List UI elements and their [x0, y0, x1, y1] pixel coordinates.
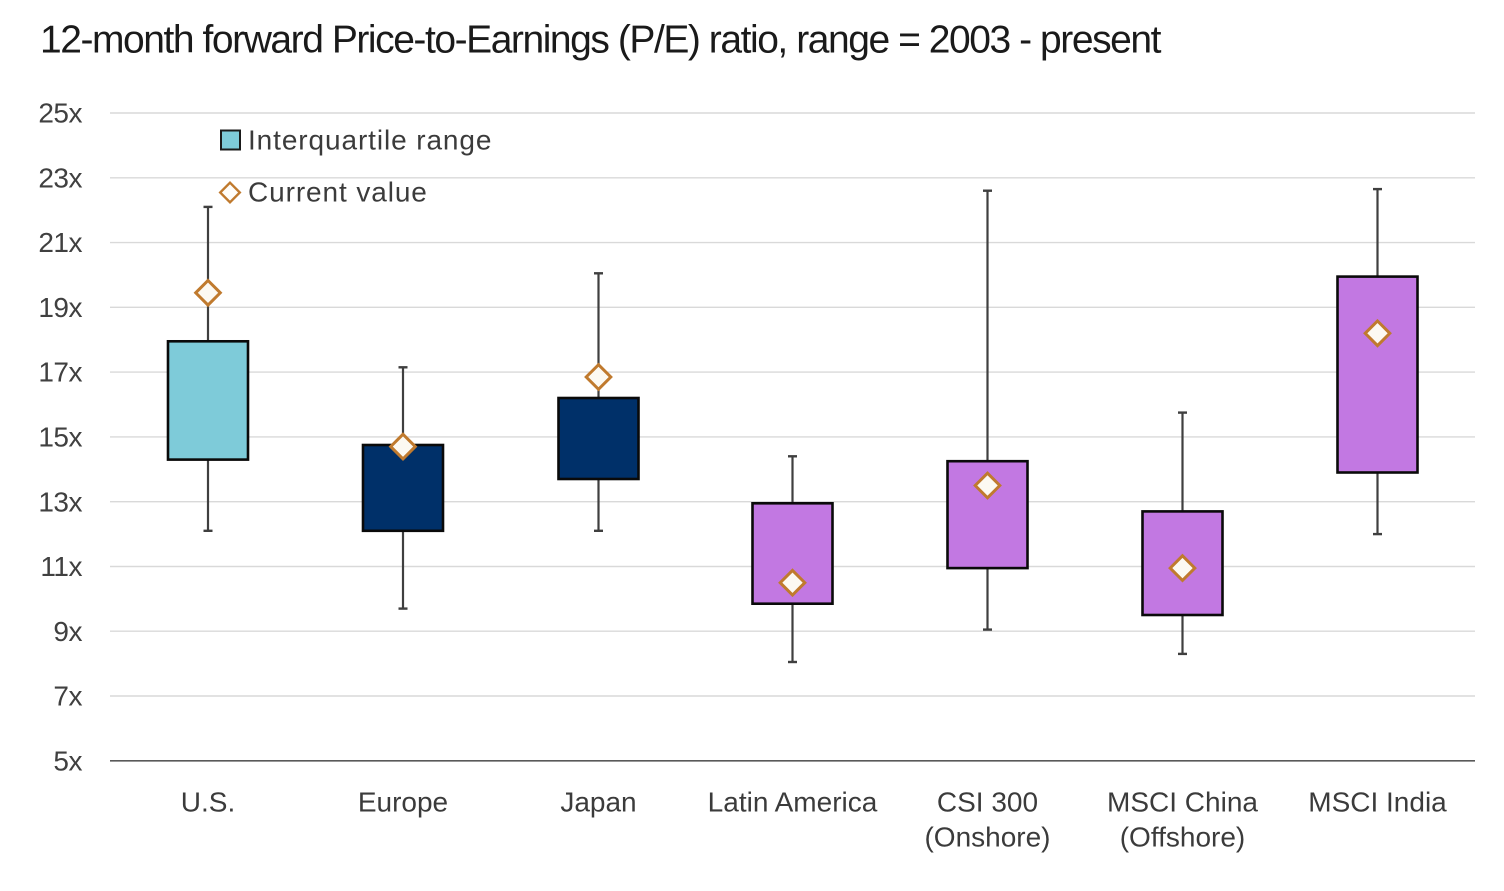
svg-text:21x: 21x: [38, 227, 82, 258]
svg-text:17x: 17x: [38, 357, 82, 388]
svg-text:15x: 15x: [38, 422, 82, 453]
svg-text:CSI 300: CSI 300: [937, 787, 1038, 818]
svg-text:7x: 7x: [53, 681, 82, 712]
svg-text:12-month forward Price-to-Earn: 12-month forward Price-to-Earnings (P/E)…: [40, 19, 1162, 62]
svg-text:Japan: Japan: [560, 787, 636, 818]
svg-text:MSCI China: MSCI China: [1107, 787, 1258, 818]
svg-text:23x: 23x: [38, 162, 82, 193]
svg-text:5x: 5x: [53, 745, 82, 776]
svg-text:MSCI India: MSCI India: [1308, 787, 1447, 818]
svg-text:19x: 19x: [38, 292, 82, 323]
svg-text:9x: 9x: [53, 616, 82, 647]
svg-text:13x: 13x: [38, 486, 82, 517]
svg-text:11x: 11x: [40, 551, 82, 582]
svg-text:25x: 25x: [38, 98, 82, 129]
svg-text:Interquartile range: Interquartile range: [248, 125, 492, 156]
svg-text:Current value: Current value: [248, 177, 428, 208]
svg-text:Europe: Europe: [358, 787, 448, 818]
svg-text:Latin America: Latin America: [708, 787, 878, 818]
svg-text:(Onshore): (Onshore): [924, 822, 1050, 853]
svg-text:U.S.: U.S.: [181, 787, 235, 818]
svg-text:(Offshore): (Offshore): [1120, 822, 1246, 853]
